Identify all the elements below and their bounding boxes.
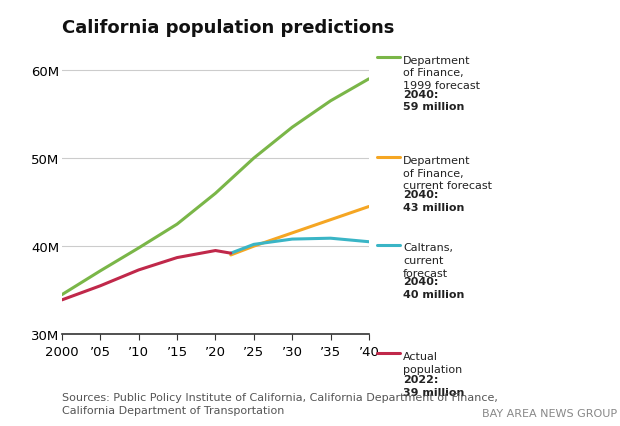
Text: Department
of Finance,
current forecast: Department of Finance, current forecast [403,155,492,191]
Text: 2022:
39 million: 2022: 39 million [403,374,464,397]
Text: Sources: Public Policy Institute of California, California Department of Finance: Sources: Public Policy Institute of Cali… [62,392,498,415]
Text: Caltrans,
current
forecast: Caltrans, current forecast [403,243,453,278]
Text: 2040:
40 million: 2040: 40 million [403,277,464,299]
Text: BAY AREA NEWS GROUP: BAY AREA NEWS GROUP [482,409,617,418]
Text: California population predictions: California population predictions [62,19,394,37]
Text: Department
of Finance,
1999 forecast: Department of Finance, 1999 forecast [403,55,480,91]
Text: 2040:
43 million: 2040: 43 million [403,190,464,212]
Text: 2040:
59 million: 2040: 59 million [403,89,464,112]
Text: Actual
population: Actual population [403,351,463,374]
